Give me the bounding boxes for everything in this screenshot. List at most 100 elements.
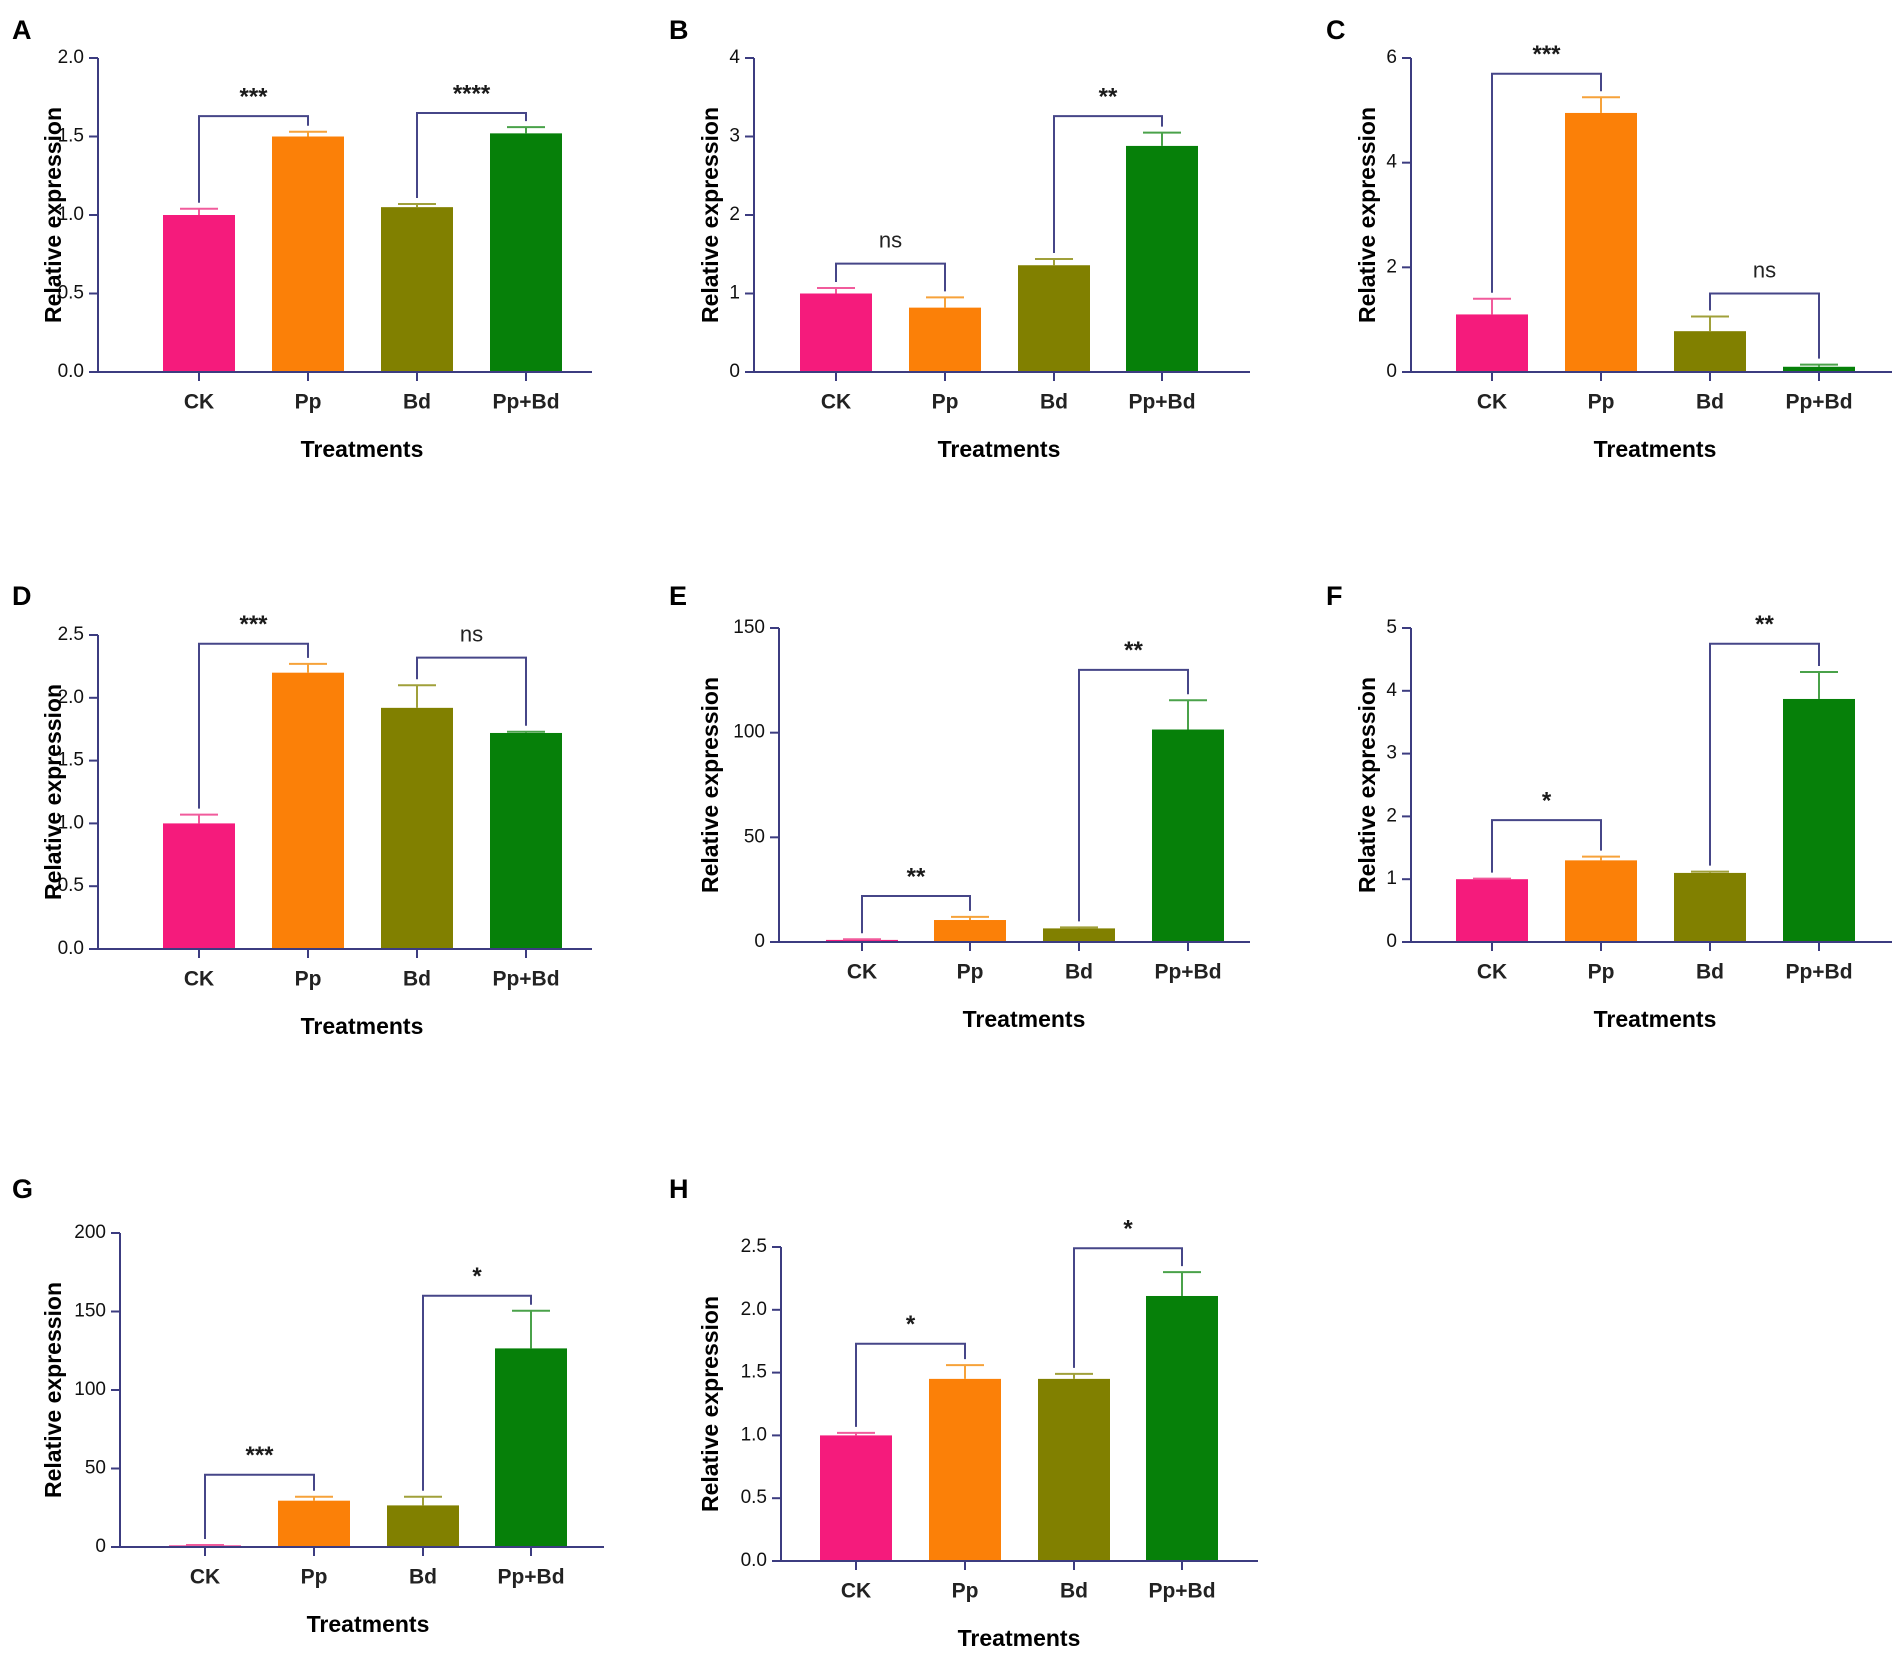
significance-bracket	[1078, 668, 1189, 922]
bar-bd	[1674, 331, 1746, 372]
bar-pp-bd	[1152, 729, 1224, 942]
x-tick-label: Pp	[295, 968, 322, 991]
error-bar	[1691, 870, 1729, 873]
error-bar	[1055, 1372, 1093, 1379]
y-tick-label: 1.0	[58, 204, 84, 225]
y-tick-label: 150	[74, 1301, 106, 1322]
x-tick-label: Bd	[403, 968, 431, 991]
x-axis-title: Treatments	[958, 1625, 1081, 1651]
y-axis-title: Relative expression	[697, 107, 723, 323]
significance-bracket	[835, 262, 946, 292]
significance-label: *	[1542, 788, 1552, 815]
y-tick-label: 3	[1386, 743, 1397, 764]
y-tick-label: 0	[729, 361, 740, 382]
y-tick-label: 0.5	[741, 1487, 767, 1508]
panel-letter: F	[1326, 581, 1343, 611]
error-bar	[951, 915, 989, 921]
y-tick-label: 4	[1386, 680, 1397, 701]
significance-bracket	[855, 1342, 966, 1427]
significance-label: ns	[879, 227, 902, 252]
bar-pp	[934, 920, 1006, 942]
significance-bracket	[1709, 642, 1820, 866]
significance-label: ***	[239, 83, 268, 110]
x-tick-label: CK	[184, 391, 214, 414]
significance-label: **	[1099, 83, 1118, 110]
y-axis-title: Relative expression	[697, 1296, 723, 1512]
error-bar	[1582, 96, 1620, 113]
chart-panel-g: G 0 50 100 150 200 CK Pp Bd Pp+Bd Treatments Relati…	[12, 1174, 604, 1637]
error-bar	[817, 287, 855, 294]
bar-ck	[1456, 314, 1528, 372]
bar-pp-bd	[495, 1348, 567, 1547]
bar-bd	[381, 207, 453, 372]
x-tick-label: Pp	[952, 1580, 979, 1603]
error-bar	[289, 130, 327, 137]
bar-ck	[163, 823, 235, 949]
significance-label: ns	[460, 621, 483, 646]
bar-bd	[381, 707, 453, 949]
chart-panel-e: E 0 50 100 150 CK Pp Bd Pp+Bd Treatments Relative …	[669, 581, 1250, 1032]
bar-ck	[826, 939, 898, 942]
y-tick-label: 100	[733, 722, 765, 743]
x-tick-label: Bd	[1040, 391, 1068, 414]
y-tick-label: 0.0	[58, 361, 84, 382]
error-bar	[1473, 877, 1511, 880]
y-tick-label: 1.5	[58, 126, 84, 147]
x-axis-title: Treatments	[1594, 436, 1717, 462]
panel-letter: H	[669, 1174, 689, 1204]
y-tick-label: 0	[95, 1536, 106, 1557]
panel-letter: G	[12, 1174, 33, 1204]
x-tick-label: Pp+Bd	[1785, 961, 1852, 984]
chart-panel-a: A 0.0 0.5 1.0 1.5 2.0 CK Pp Bd Pp+Bd Treatments Rel…	[12, 15, 592, 462]
significance-bracket	[1073, 1247, 1183, 1368]
x-tick-label: Pp	[295, 391, 322, 414]
error-bar	[398, 203, 436, 208]
x-tick-label: CK	[847, 961, 877, 984]
significance-label: ***	[1532, 41, 1561, 68]
bar-pp	[278, 1500, 350, 1547]
y-axis-title: Relative expression	[1354, 677, 1380, 893]
y-tick-label: 150	[733, 617, 765, 638]
error-bar	[512, 1309, 550, 1349]
x-tick-label: Pp+Bd	[1148, 1580, 1215, 1603]
y-axis-title: Relative expression	[40, 684, 66, 900]
significance-label: *	[906, 1311, 916, 1338]
y-tick-label: 1.0	[58, 812, 84, 833]
y-tick-label: 6	[1386, 47, 1397, 68]
x-axis-title: Treatments	[938, 436, 1061, 462]
significance-label: **	[907, 863, 926, 890]
x-tick-label: CK	[190, 1566, 220, 1589]
y-tick-label: 200	[74, 1222, 106, 1243]
x-tick-label: CK	[821, 391, 851, 414]
significance-bracket	[198, 115, 309, 203]
chart-panel-c: C 0 2 4 6 CK Pp Bd Pp+Bd Treatments Relative expre…	[1326, 15, 1892, 462]
significance-label: *	[1123, 1216, 1133, 1243]
bar-pp-bd	[490, 732, 562, 949]
y-tick-label: 2.5	[58, 624, 84, 645]
x-tick-label: Bd	[1060, 1580, 1088, 1603]
y-axis-title: Relative expression	[697, 677, 723, 893]
bar-pp-bd	[1783, 698, 1855, 942]
significance-bracket	[416, 656, 527, 726]
error-bar	[1163, 1271, 1201, 1296]
significance-bracket	[204, 1473, 315, 1539]
chart-panel-f: F 0 1 2 3 4 5 CK Pp Bd Pp+Bd Treatments Relative exp…	[1326, 581, 1892, 1032]
significance-label: ns	[1753, 257, 1776, 282]
y-axis-title: Relative expression	[1354, 107, 1380, 323]
bar-pp	[272, 136, 344, 372]
y-tick-label: 50	[744, 826, 765, 847]
panel-letter: B	[669, 15, 689, 45]
significance-bracket	[416, 111, 527, 199]
x-tick-label: Pp+Bd	[492, 968, 559, 991]
y-tick-label: 50	[85, 1458, 106, 1479]
error-bar	[1473, 297, 1511, 315]
x-tick-label: Bd	[409, 1566, 437, 1589]
x-tick-label: Pp	[1588, 391, 1615, 414]
error-bar	[404, 1495, 442, 1506]
significance-label: **	[1755, 611, 1774, 638]
bar-ck	[800, 293, 872, 372]
y-tick-label: 2	[1386, 805, 1397, 826]
significance-bracket	[422, 1294, 532, 1491]
y-tick-label: 100	[74, 1379, 106, 1400]
